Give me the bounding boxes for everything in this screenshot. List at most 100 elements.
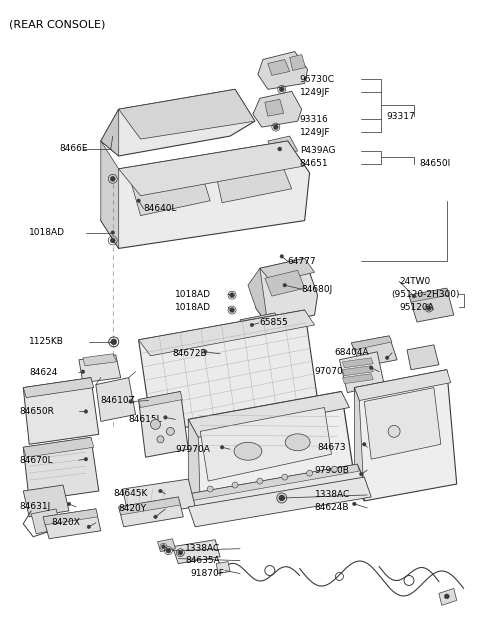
Circle shape (67, 502, 71, 506)
Polygon shape (188, 464, 360, 501)
Circle shape (157, 436, 164, 443)
Text: (REAR CONSOLE): (REAR CONSOLE) (9, 20, 106, 29)
Polygon shape (200, 408, 332, 481)
Text: 84672B: 84672B (172, 349, 207, 358)
Text: 1249JF: 1249JF (300, 128, 330, 137)
Polygon shape (268, 60, 290, 76)
Circle shape (111, 339, 117, 345)
Circle shape (426, 306, 432, 310)
Circle shape (178, 550, 183, 555)
Circle shape (307, 470, 312, 476)
Polygon shape (364, 388, 441, 459)
Circle shape (332, 466, 337, 472)
Polygon shape (101, 109, 119, 156)
Polygon shape (119, 497, 183, 527)
Circle shape (279, 87, 284, 92)
Text: 84624: 84624 (29, 368, 58, 377)
Text: 1338AC: 1338AC (314, 490, 350, 499)
Text: 84615L: 84615L (129, 415, 162, 424)
Polygon shape (139, 310, 318, 435)
Polygon shape (96, 378, 136, 421)
Text: 84650R: 84650R (19, 407, 54, 416)
Circle shape (129, 400, 132, 403)
Circle shape (87, 525, 91, 529)
Polygon shape (260, 258, 314, 282)
Text: 93317: 93317 (386, 112, 415, 121)
Circle shape (166, 548, 171, 553)
Polygon shape (119, 497, 180, 515)
Circle shape (111, 231, 115, 235)
Polygon shape (188, 392, 349, 437)
Circle shape (167, 428, 174, 435)
Circle shape (360, 472, 363, 476)
Polygon shape (342, 366, 373, 376)
Polygon shape (351, 336, 392, 350)
Polygon shape (119, 141, 305, 196)
Polygon shape (342, 374, 373, 383)
Polygon shape (407, 345, 439, 370)
Circle shape (154, 515, 157, 519)
Polygon shape (265, 99, 284, 116)
Polygon shape (83, 354, 117, 366)
Polygon shape (188, 464, 367, 517)
Polygon shape (23, 437, 99, 501)
Circle shape (388, 426, 400, 437)
Circle shape (280, 254, 284, 258)
Polygon shape (409, 288, 454, 322)
Polygon shape (354, 370, 451, 401)
Circle shape (362, 442, 366, 446)
Text: 84624B: 84624B (314, 503, 349, 512)
Polygon shape (439, 588, 457, 605)
Polygon shape (119, 89, 255, 139)
Circle shape (229, 293, 235, 297)
Polygon shape (409, 288, 449, 302)
Polygon shape (290, 54, 306, 71)
Circle shape (232, 482, 238, 488)
Polygon shape (188, 477, 371, 527)
Circle shape (283, 283, 287, 287)
Polygon shape (215, 159, 292, 203)
Polygon shape (131, 169, 210, 215)
Text: 8466E: 8466E (59, 144, 87, 153)
Polygon shape (43, 509, 101, 538)
Polygon shape (101, 141, 310, 249)
Polygon shape (23, 485, 69, 517)
Text: 93316: 93316 (300, 115, 328, 124)
Circle shape (110, 176, 115, 181)
Text: 84673: 84673 (318, 443, 346, 452)
Polygon shape (339, 352, 384, 392)
Polygon shape (139, 392, 188, 457)
Text: 84640L: 84640L (144, 204, 177, 213)
Circle shape (84, 458, 88, 461)
Circle shape (84, 410, 88, 413)
Polygon shape (354, 388, 364, 501)
Circle shape (207, 486, 213, 492)
Circle shape (282, 474, 288, 480)
Circle shape (110, 238, 115, 243)
Text: 65855: 65855 (259, 319, 288, 328)
Circle shape (279, 495, 284, 501)
Polygon shape (188, 392, 354, 507)
Text: 1018AD: 1018AD (175, 303, 211, 312)
Circle shape (273, 124, 278, 129)
Polygon shape (268, 136, 298, 156)
Polygon shape (31, 509, 61, 534)
Text: 84670L: 84670L (19, 456, 53, 465)
Polygon shape (123, 479, 195, 517)
Polygon shape (157, 538, 175, 552)
Text: 84651: 84651 (300, 160, 328, 169)
Polygon shape (23, 378, 99, 444)
Text: 1018AD: 1018AD (175, 290, 211, 299)
Polygon shape (23, 437, 94, 457)
Polygon shape (188, 419, 200, 507)
Polygon shape (253, 91, 301, 127)
Polygon shape (101, 89, 255, 156)
Polygon shape (258, 51, 308, 89)
Polygon shape (240, 313, 278, 326)
Polygon shape (240, 313, 282, 337)
Circle shape (279, 495, 285, 501)
Polygon shape (342, 358, 373, 368)
Polygon shape (23, 378, 94, 397)
Circle shape (370, 366, 373, 369)
Circle shape (257, 478, 263, 484)
